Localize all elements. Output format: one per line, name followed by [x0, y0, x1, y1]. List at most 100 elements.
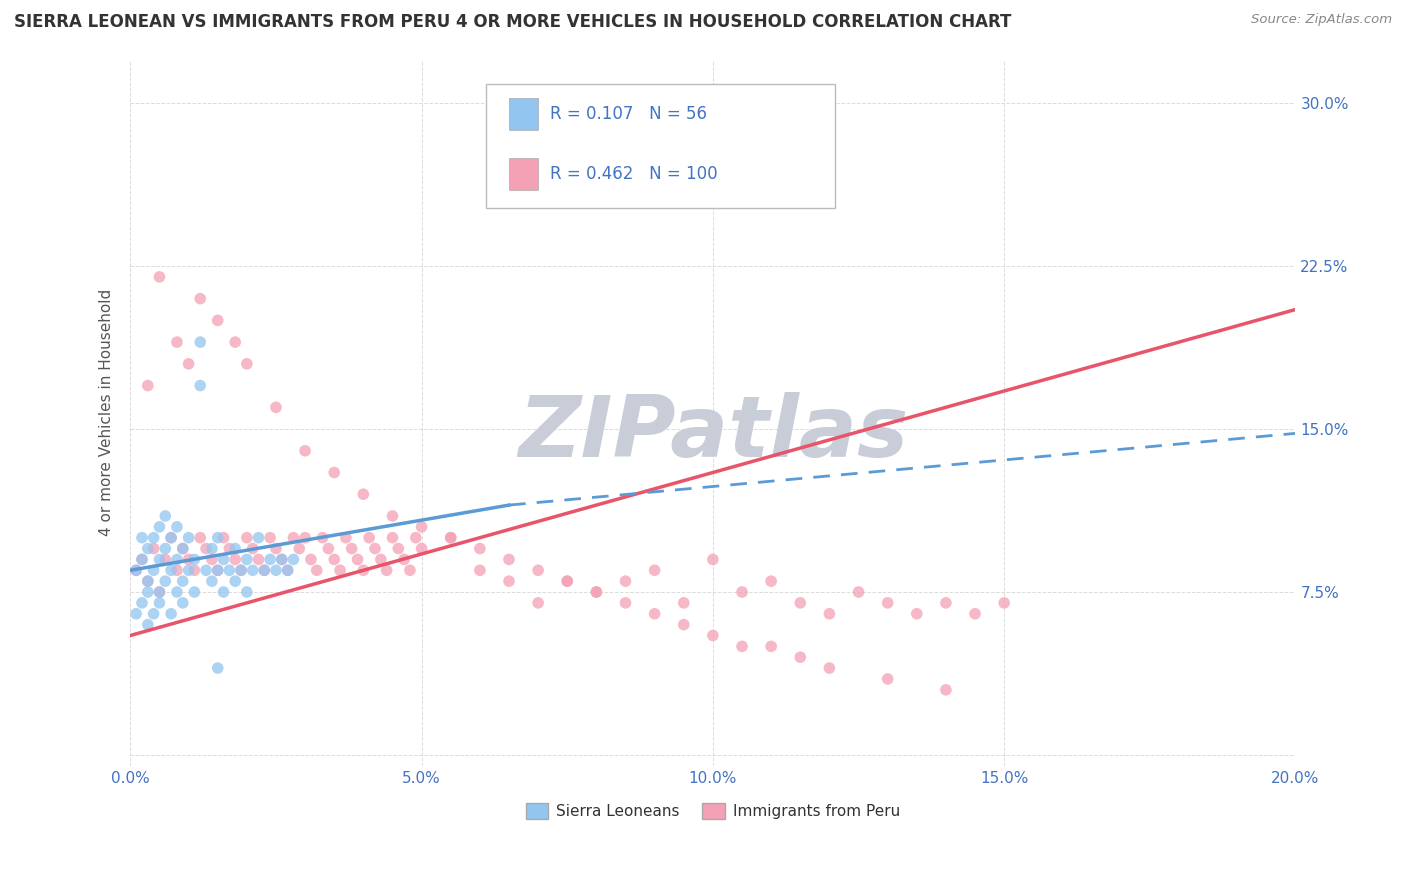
Point — [359, 531, 381, 545]
Point — [236, 531, 259, 545]
Point — [283, 552, 305, 566]
Point — [644, 563, 666, 577]
Point — [702, 552, 724, 566]
Point — [614, 574, 637, 589]
Point — [253, 563, 276, 577]
Point — [188, 378, 211, 392]
Point — [277, 563, 299, 577]
Point — [848, 585, 870, 599]
Point — [352, 563, 374, 577]
Point — [183, 563, 205, 577]
Point — [148, 585, 170, 599]
Point — [131, 596, 153, 610]
Point — [323, 466, 346, 480]
Point — [177, 531, 200, 545]
Point — [352, 487, 374, 501]
Point — [136, 541, 159, 556]
Point — [375, 563, 398, 577]
Text: Source: ZipAtlas.com: Source: ZipAtlas.com — [1251, 13, 1392, 27]
Point — [270, 552, 292, 566]
Point — [305, 563, 328, 577]
Point — [264, 541, 287, 556]
Point — [160, 531, 183, 545]
Point — [387, 541, 409, 556]
Point — [905, 607, 928, 621]
Point — [172, 596, 194, 610]
Point — [935, 596, 957, 610]
Point — [468, 563, 491, 577]
Point — [229, 563, 252, 577]
Point — [201, 552, 224, 566]
Point — [207, 531, 229, 545]
Point — [411, 541, 433, 556]
Point — [264, 563, 287, 577]
Point — [236, 552, 259, 566]
Point — [131, 552, 153, 566]
Point — [142, 563, 165, 577]
Point — [136, 574, 159, 589]
Point — [224, 335, 246, 350]
Point — [323, 552, 346, 566]
Point — [468, 541, 491, 556]
Point — [172, 541, 194, 556]
Point — [160, 563, 183, 577]
Point — [283, 531, 305, 545]
Point — [125, 563, 148, 577]
Point — [759, 640, 782, 654]
Point — [392, 552, 415, 566]
Point — [195, 541, 218, 556]
Point — [731, 585, 754, 599]
Point — [166, 552, 188, 566]
Point — [125, 563, 148, 577]
Point — [259, 531, 281, 545]
Point — [236, 585, 259, 599]
Point — [498, 574, 520, 589]
Point — [212, 585, 235, 599]
Point — [644, 607, 666, 621]
Point — [247, 552, 270, 566]
Point — [136, 617, 159, 632]
Point — [148, 520, 170, 534]
Point — [335, 531, 357, 545]
Point — [201, 574, 224, 589]
Point — [672, 617, 695, 632]
Point — [166, 335, 188, 350]
Point — [672, 596, 695, 610]
Point — [264, 401, 287, 415]
Point — [585, 585, 607, 599]
Point — [935, 682, 957, 697]
Point — [142, 541, 165, 556]
Point — [242, 541, 264, 556]
Point — [177, 357, 200, 371]
Point — [136, 574, 159, 589]
Point — [183, 585, 205, 599]
Point — [346, 552, 368, 566]
Point — [440, 531, 463, 545]
Point — [160, 531, 183, 545]
Point — [498, 552, 520, 566]
Bar — [509, 159, 538, 190]
Point — [527, 563, 550, 577]
Point — [818, 661, 841, 675]
Point — [188, 335, 211, 350]
Point — [207, 563, 229, 577]
Point — [207, 313, 229, 327]
Point — [963, 607, 986, 621]
Point — [224, 574, 246, 589]
Point — [270, 552, 292, 566]
Point — [299, 552, 322, 566]
Point — [381, 531, 404, 545]
Point — [329, 563, 352, 577]
Point — [242, 563, 264, 577]
Point — [585, 585, 607, 599]
Point — [555, 574, 578, 589]
Point — [247, 531, 270, 545]
Text: R = 0.462   N = 100: R = 0.462 N = 100 — [550, 165, 717, 184]
Point — [136, 378, 159, 392]
Point — [136, 585, 159, 599]
Point — [224, 541, 246, 556]
Point — [236, 357, 259, 371]
Point — [131, 531, 153, 545]
Point — [172, 574, 194, 589]
Point — [789, 650, 811, 665]
